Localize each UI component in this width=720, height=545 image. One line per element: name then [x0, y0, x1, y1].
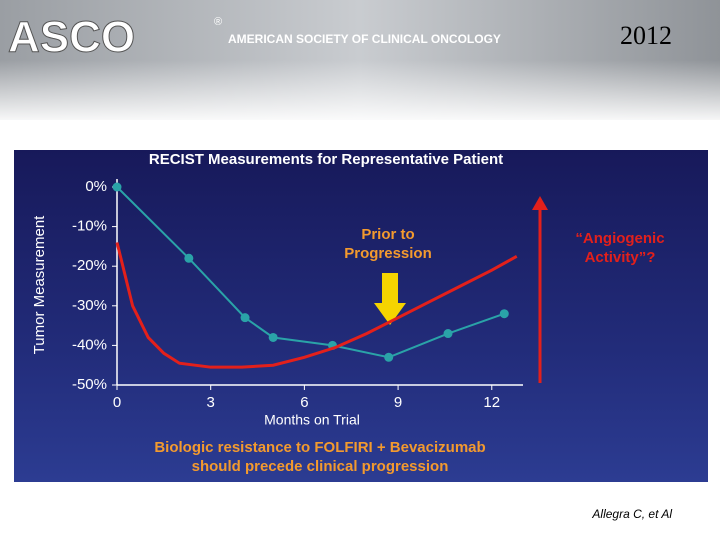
registered: ® — [214, 16, 222, 28]
annotation: Prior to — [361, 226, 414, 243]
x-axis-label: Months on Trial — [264, 412, 360, 428]
data-point — [112, 182, 122, 192]
y-tick-label: -10% — [72, 218, 107, 235]
x-tick-label: 6 — [300, 394, 308, 411]
society-name: AMERICAN SOCIETY OF CLINICAL ONCOLOGY — [228, 32, 501, 46]
series-line — [115, 242, 518, 369]
y-axis-label: Tumor Measurement — [31, 215, 48, 354]
caption: should precede clinical progression — [192, 458, 449, 475]
chart-panel — [14, 150, 708, 482]
x-tick-label: 0 — [113, 394, 121, 411]
chart-title: RECIST Measurements for Representative P… — [149, 151, 503, 168]
data-point — [268, 332, 278, 342]
x-tick-label: 9 — [394, 394, 402, 411]
annotation: “Angiogenic — [575, 230, 664, 247]
annotation: Activity”? — [585, 249, 656, 266]
x-tick-label: 12 — [483, 394, 500, 411]
data-point — [499, 309, 509, 319]
data-point — [384, 352, 394, 362]
series-line — [116, 186, 505, 359]
y-tick-label: -30% — [72, 297, 107, 314]
header-fade — [0, 60, 720, 125]
y-tick-label: 0% — [85, 178, 107, 195]
x-tick-label: 3 — [207, 394, 215, 411]
data-point — [184, 253, 194, 263]
activity-arrowhead — [532, 196, 548, 210]
y-tick-label: -50% — [72, 376, 107, 393]
year: 2012 — [620, 21, 672, 50]
logo: ASCO — [8, 13, 135, 62]
data-point — [240, 313, 250, 323]
progression-arrow — [374, 273, 406, 325]
annotation: Progression — [344, 245, 432, 262]
caption: Biologic resistance to FOLFIRI + Bevaciz… — [154, 439, 485, 456]
plot: 0% -10% -20% -30% -40% -50% 0 3 6 9 12 — [72, 178, 523, 411]
y-tick-label: -40% — [72, 336, 107, 353]
y-tick-label: -20% — [72, 257, 107, 274]
data-point — [443, 329, 453, 339]
citation: Allegra C, et Al — [591, 507, 672, 521]
